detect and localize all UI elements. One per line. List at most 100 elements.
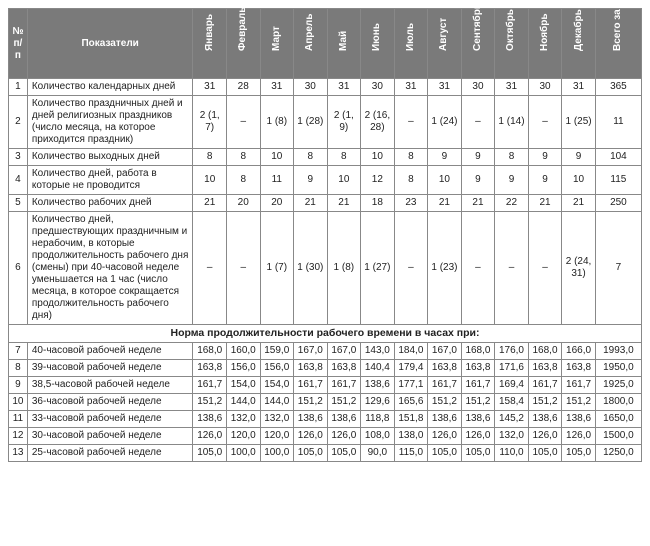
cell-value: 21 <box>461 195 495 212</box>
cell-value: 161,7 <box>327 376 361 393</box>
cell-total: 104 <box>595 149 641 166</box>
cell-value: 8 <box>226 166 260 195</box>
row-number: 5 <box>9 195 28 212</box>
cell-value: 2 (1, 7) <box>193 96 227 149</box>
cell-value: 159,0 <box>260 342 294 359</box>
cell-value: 2 (1, 9) <box>327 96 361 149</box>
cell-value: 9 <box>461 149 495 166</box>
row-number: 4 <box>9 166 28 195</box>
row-number: 10 <box>9 393 28 410</box>
col-indicator-header: Показатели <box>27 9 193 79</box>
cell-value: 163,8 <box>528 359 562 376</box>
cell-value: 177,1 <box>394 376 428 393</box>
cell-value: 21 <box>193 195 227 212</box>
cell-value: 10 <box>193 166 227 195</box>
cell-value: 163,8 <box>562 359 596 376</box>
cell-value: 8 <box>394 166 428 195</box>
cell-value: – <box>193 212 227 325</box>
cell-value: 167,0 <box>428 342 462 359</box>
row-label: 30-часовой рабочей неделе <box>27 427 193 444</box>
col-total-header: Всего за 2019 год <box>595 9 641 79</box>
cell-value: 105,0 <box>528 444 562 461</box>
cell-value: 20 <box>260 195 294 212</box>
cell-value: 115,0 <box>394 444 428 461</box>
cell-value: 1 (27) <box>361 212 395 325</box>
cell-value: – <box>226 212 260 325</box>
cell-value: 31 <box>394 79 428 96</box>
col-month-header: Декабрь <box>562 9 596 79</box>
cell-value: 22 <box>495 195 529 212</box>
cell-value: 151,2 <box>193 393 227 410</box>
cell-value: 161,7 <box>461 376 495 393</box>
cell-value: 12 <box>361 166 395 195</box>
cell-value: 31 <box>260 79 294 96</box>
row-number: 3 <box>9 149 28 166</box>
cell-value: – <box>461 212 495 325</box>
section-title: Норма продолжительности рабочего времени… <box>9 325 642 343</box>
cell-value: 31 <box>327 79 361 96</box>
cell-value: 163,8 <box>461 359 495 376</box>
cell-value: 21 <box>294 195 328 212</box>
col-month-header: Февраль <box>226 9 260 79</box>
cell-value: 158,4 <box>495 393 529 410</box>
cell-value: 31 <box>562 79 596 96</box>
cell-value: 163,8 <box>294 359 328 376</box>
row-label: 38,5-часовой рабочей неделе <box>27 376 193 393</box>
col-month-header: Июнь <box>361 9 395 79</box>
col-month-header: Сентябрь <box>461 9 495 79</box>
cell-value: 100,0 <box>260 444 294 461</box>
col-month-header: Май <box>327 9 361 79</box>
cell-value: 151,2 <box>428 393 462 410</box>
cell-value: 9 <box>428 149 462 166</box>
col-month-header: Июль <box>394 9 428 79</box>
cell-value: 169,4 <box>495 376 529 393</box>
table-row: 839-часовой рабочей неделе163,8156,0156,… <box>9 359 642 376</box>
cell-value: 30 <box>294 79 328 96</box>
cell-value: 166,0 <box>562 342 596 359</box>
cell-value: 168,0 <box>528 342 562 359</box>
cell-total: 1800,0 <box>595 393 641 410</box>
table-row: 740-часовой рабочей неделе168,0160,0159,… <box>9 342 642 359</box>
cell-value: 151,2 <box>461 393 495 410</box>
cell-value: 11 <box>260 166 294 195</box>
cell-value: 118,8 <box>361 410 395 427</box>
cell-value: 154,0 <box>260 376 294 393</box>
table-row: 3Количество выходных дней881088108998991… <box>9 149 642 166</box>
cell-value: 1 (8) <box>260 96 294 149</box>
cell-value: – <box>394 96 428 149</box>
cell-value: 138,6 <box>562 410 596 427</box>
table-body-norm: 740-часовой рабочей неделе168,0160,0159,… <box>9 342 642 461</box>
row-number: 11 <box>9 410 28 427</box>
cell-value: 9 <box>562 149 596 166</box>
table-row: 2Количество праздничных дней и дней рели… <box>9 96 642 149</box>
cell-value: 9 <box>528 166 562 195</box>
cell-value: 8 <box>294 149 328 166</box>
table-row: 5Количество рабочих дней2120202121182321… <box>9 195 642 212</box>
cell-total: 1925,0 <box>595 376 641 393</box>
cell-value: – <box>495 212 529 325</box>
table-row: 938,5-часовой рабочей неделе 161,7 154,015… <box>9 376 642 393</box>
col-month-header: Август <box>428 9 462 79</box>
table-row: 1325-часовой рабочей неделе105,0100,0100… <box>9 444 642 461</box>
cell-value: – <box>226 96 260 149</box>
col-month-header: Октябрь <box>495 9 529 79</box>
cell-value: 156,0 <box>260 359 294 376</box>
cell-total: 1950,0 <box>595 359 641 376</box>
row-number: 2 <box>9 96 28 149</box>
cell-value: 154,0 <box>226 376 260 393</box>
cell-value: 163,8 <box>428 359 462 376</box>
cell-value: 21 <box>528 195 562 212</box>
cell-value: 138,6 <box>361 376 395 393</box>
cell-total: 365 <box>595 79 641 96</box>
cell-value: 105,0 <box>461 444 495 461</box>
cell-value: 20 <box>226 195 260 212</box>
col-month-header: Март <box>260 9 294 79</box>
row-number: 12 <box>9 427 28 444</box>
cell-value: 126,0 <box>528 427 562 444</box>
cell-value: 21 <box>562 195 596 212</box>
table-header: № п/п Показатели Январь Февраль Март Апр… <box>9 9 642 79</box>
row-number: 9 <box>9 376 28 393</box>
cell-total: 250 <box>595 195 641 212</box>
cell-value: 126,0 <box>294 427 328 444</box>
cell-value: 126,0 <box>461 427 495 444</box>
